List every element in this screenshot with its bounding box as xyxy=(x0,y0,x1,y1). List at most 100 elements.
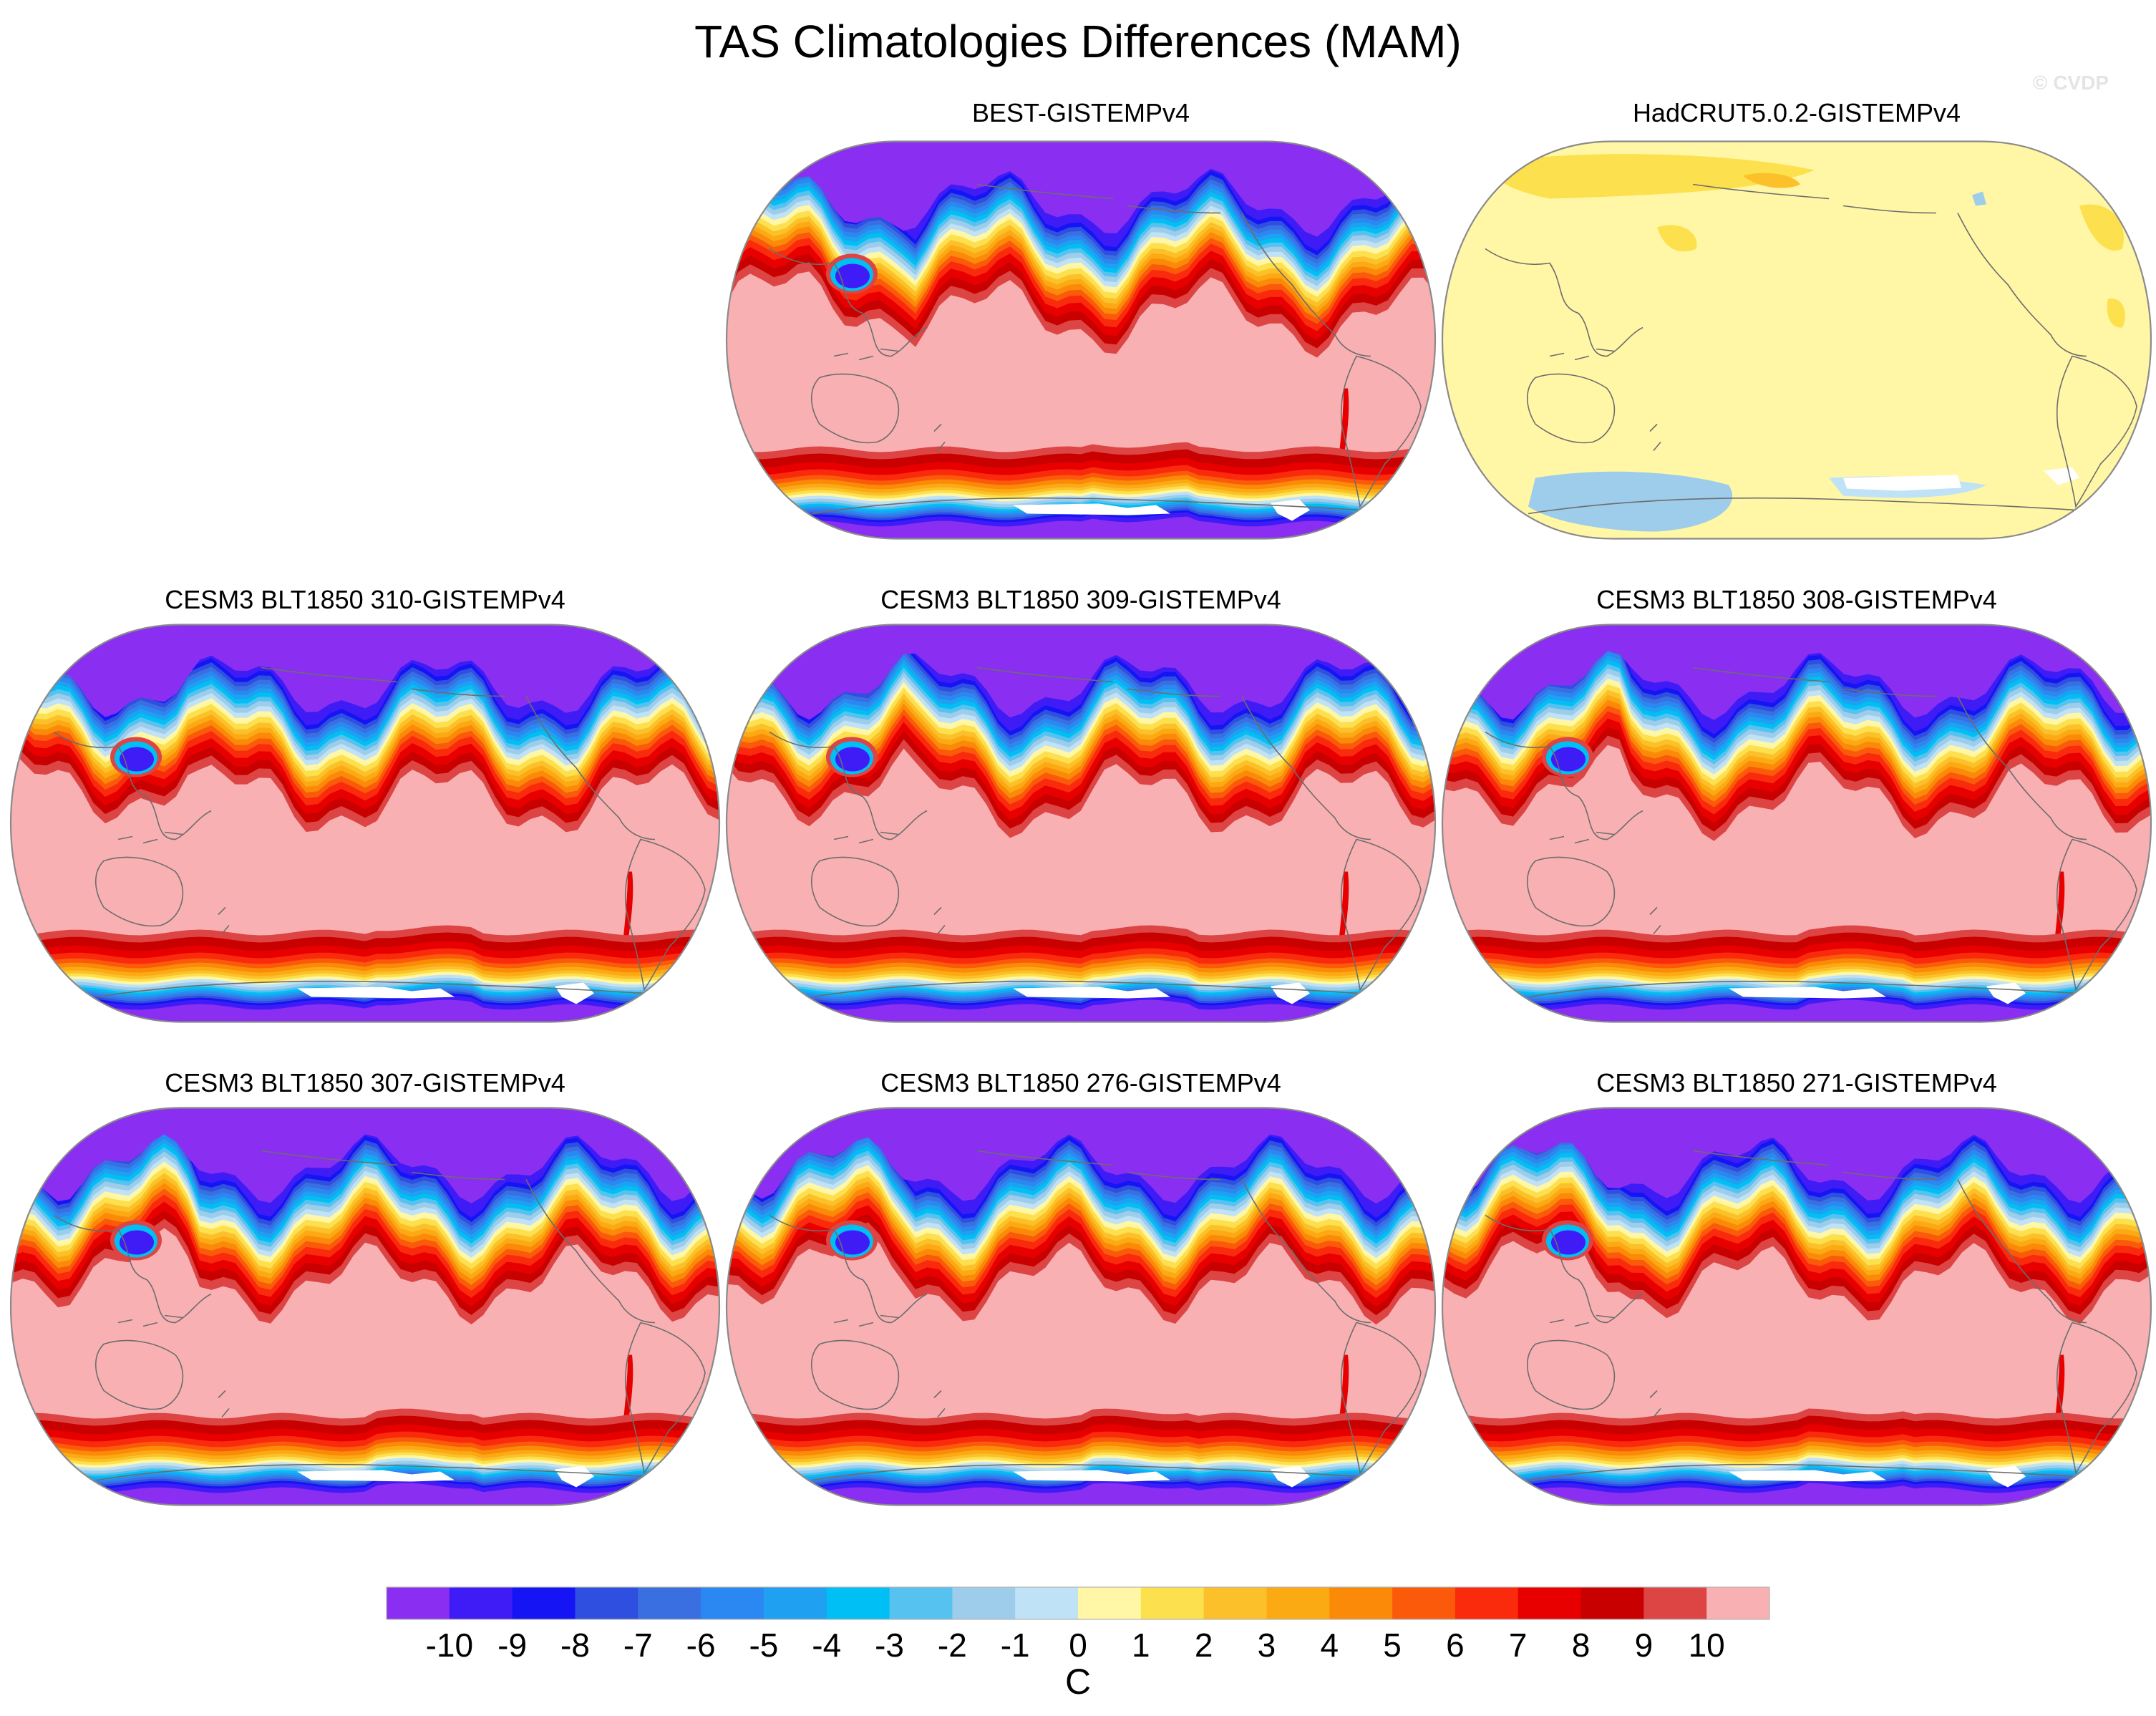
colorbar-tick-label: 6 xyxy=(1446,1627,1465,1664)
south-contour-fill xyxy=(727,516,1435,539)
coastline xyxy=(1528,497,2130,515)
coastline xyxy=(769,1214,928,1324)
coastline xyxy=(218,906,230,935)
globe-outline xyxy=(725,624,1437,1023)
missing-data-patch xyxy=(1013,1470,1170,1482)
coastline xyxy=(933,906,946,935)
colorbar-tick-label: -10 xyxy=(426,1627,473,1664)
colorbar-tick-label: -2 xyxy=(938,1627,967,1664)
coastline xyxy=(1241,1179,1371,1324)
panel-title: HadCRUT5.0.2-GISTEMPv4 xyxy=(1633,98,1961,127)
missing-data-patch xyxy=(1271,982,1310,1004)
colorbar-tick-label: 7 xyxy=(1509,1627,1528,1664)
colorbar-tick-label: -5 xyxy=(749,1627,778,1664)
coastline xyxy=(811,373,900,444)
coastline xyxy=(96,1463,699,1481)
coastline xyxy=(1528,1463,2130,1481)
map-panel: HadCRUT5.0.2-GISTEMPv4 xyxy=(1441,98,2152,540)
map-field xyxy=(1442,1107,2151,1506)
colorbar-tick-label: 10 xyxy=(1689,1627,1725,1664)
coastline xyxy=(2056,1322,2137,1475)
map-field xyxy=(11,1107,719,1506)
coastline xyxy=(1549,831,1615,844)
missing-data-patch xyxy=(297,1470,455,1482)
colorbar-box xyxy=(763,1587,827,1619)
coastline xyxy=(261,1150,505,1181)
contour-patch xyxy=(2107,298,2125,328)
colorbar-unit: C xyxy=(1065,1662,1091,1702)
globe-outline xyxy=(725,140,1437,540)
colorbar-tick-label: -1 xyxy=(1001,1627,1030,1664)
contour-patch xyxy=(1972,191,1986,206)
colorbar-tick-label: -6 xyxy=(686,1627,716,1664)
contour-patch xyxy=(1528,471,1733,532)
coastline xyxy=(1692,1150,1937,1181)
coastline xyxy=(1649,906,1661,935)
map-panel: CESM3 BLT1850 276-GISTEMPv4 xyxy=(725,1068,1437,1506)
coastline xyxy=(2056,355,2137,508)
colorbar-tick-label: 2 xyxy=(1195,1627,1213,1664)
colorbar-box xyxy=(1015,1587,1079,1619)
contour-patch xyxy=(1843,475,1961,491)
coastline xyxy=(624,838,706,992)
missing-data-patch xyxy=(555,1465,594,1488)
coastline xyxy=(96,980,699,998)
coastline xyxy=(117,831,183,844)
coastline xyxy=(1241,696,1371,840)
coastline xyxy=(95,856,184,927)
tibet-contour xyxy=(835,747,870,772)
map-panel: CESM3 BLT1850 309-GISTEMPv4 xyxy=(725,585,1437,1023)
map-field xyxy=(1442,141,2151,539)
panel-title: CESM3 BLT1850 276-GISTEMPv4 xyxy=(880,1068,1281,1097)
panel-title: CESM3 BLT1850 309-GISTEMPv4 xyxy=(880,585,1281,614)
north-polar-below-minus-10 xyxy=(727,1107,1435,1204)
colorbar-box xyxy=(1643,1587,1707,1619)
tibet-contour xyxy=(835,263,870,289)
tibet-contour xyxy=(835,1230,870,1255)
coastline xyxy=(525,1179,656,1324)
colorbar-box xyxy=(1580,1587,1644,1619)
coastline xyxy=(976,1150,1221,1181)
tibet-contour xyxy=(120,1230,154,1255)
coastline xyxy=(833,831,899,844)
colorbar-box xyxy=(1140,1587,1205,1619)
coastline xyxy=(1340,838,1422,992)
colorbar-tick-label: 3 xyxy=(1258,1627,1276,1664)
map-field xyxy=(727,1107,1435,1506)
coastline xyxy=(218,1390,230,1418)
coastline xyxy=(1957,213,2087,357)
south-contour-fill xyxy=(1442,1483,2151,1506)
panel-title: BEST-GISTEMPv4 xyxy=(972,98,1190,127)
coastline xyxy=(261,666,505,697)
colorbar-box xyxy=(1518,1587,1582,1619)
contour-patch xyxy=(1485,154,1815,199)
coastline xyxy=(1692,183,1937,214)
coastline xyxy=(933,1390,946,1418)
colorbar-box xyxy=(1078,1587,1142,1619)
missing-data-patch xyxy=(555,982,594,1004)
missing-data-patch xyxy=(1729,1470,1886,1482)
coastline xyxy=(833,348,899,361)
coastline xyxy=(1549,348,1615,361)
south-contour-fill xyxy=(1442,999,2151,1022)
globe-outline xyxy=(1441,1107,2152,1506)
south-contour-fill xyxy=(11,999,719,1022)
colorbar-box xyxy=(512,1587,576,1619)
south-contour-fill xyxy=(11,1483,719,1506)
colorbar-box xyxy=(952,1587,1016,1619)
colorbar-box xyxy=(1203,1587,1267,1619)
north-polar-below-minus-10 xyxy=(11,624,719,717)
globe-outline xyxy=(9,1107,721,1506)
coastline xyxy=(624,1322,706,1475)
missing-data-patch xyxy=(1013,503,1170,515)
map-panel: CESM3 BLT1850 307-GISTEMPv4 xyxy=(9,1068,721,1506)
map-panel: CESM3 BLT1850 271-GISTEMPv4 xyxy=(1441,1068,2152,1506)
map-field xyxy=(11,624,719,1022)
coastline xyxy=(1957,1179,2087,1324)
coastline xyxy=(1957,696,2087,840)
coastline xyxy=(811,1339,900,1410)
coastline xyxy=(2056,838,2137,992)
globe-outline xyxy=(1441,624,2152,1023)
panel-title: CESM3 BLT1850 310-GISTEMPv4 xyxy=(165,585,565,614)
